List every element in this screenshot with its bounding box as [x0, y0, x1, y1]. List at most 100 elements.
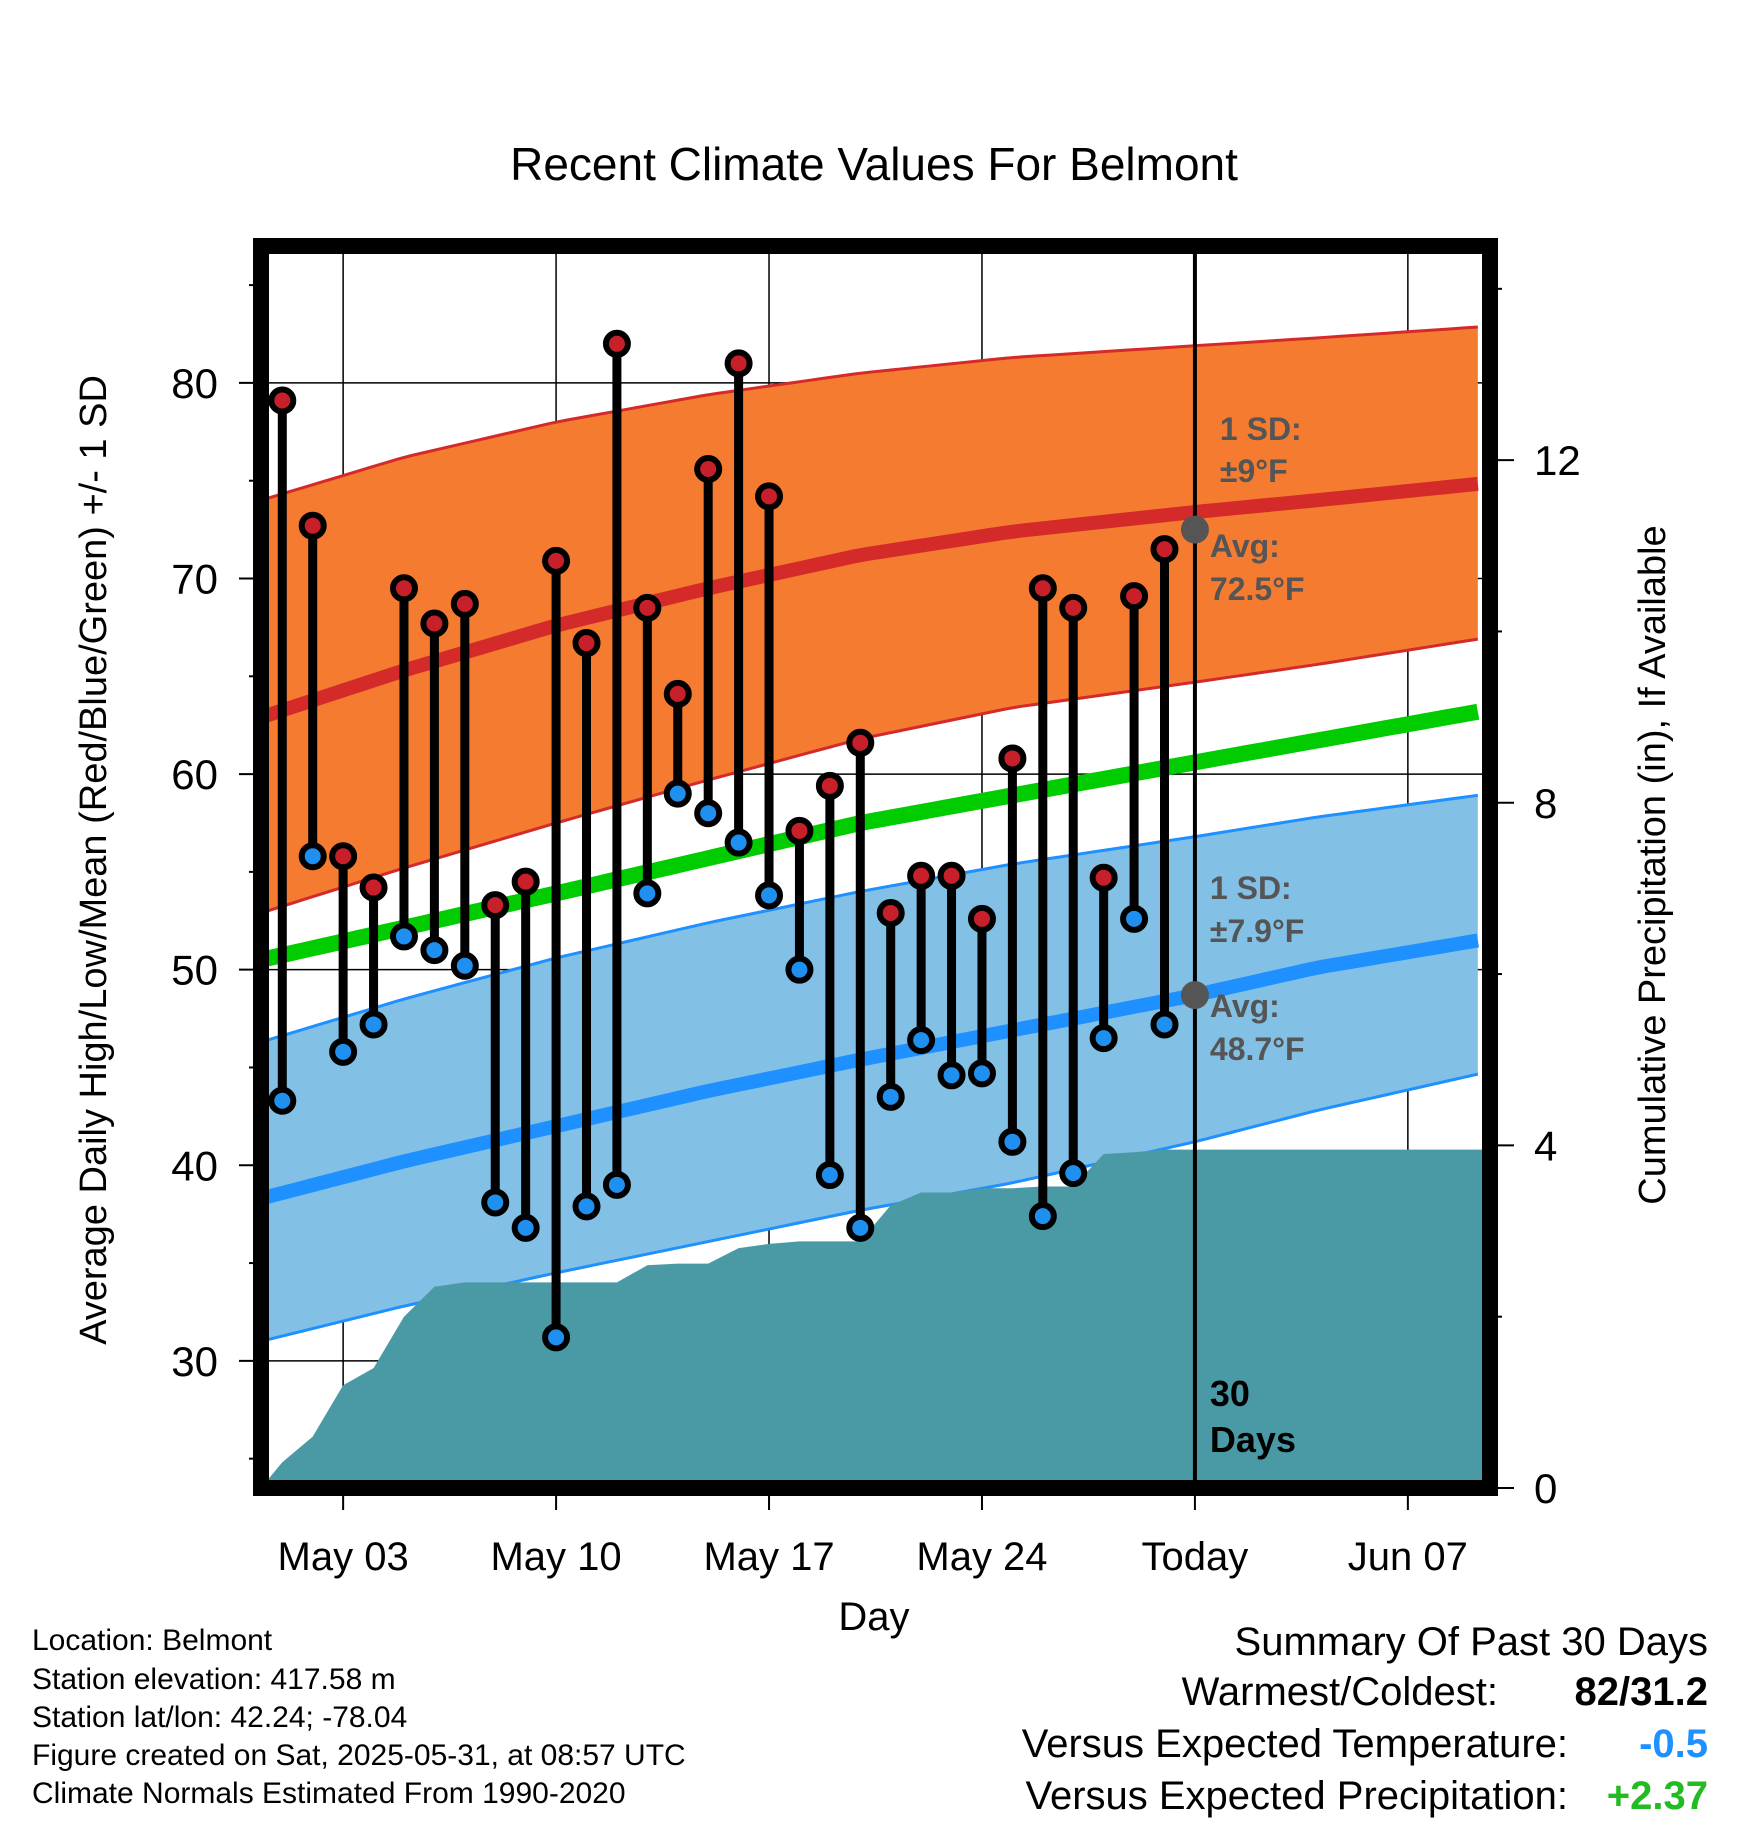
- daily-high-point: [602, 329, 631, 358]
- temp-label: Versus Expected Temperature:: [1021, 1722, 1568, 1766]
- daily-low-point: [876, 1082, 905, 1111]
- daily-low-point: [268, 1086, 297, 1115]
- today-avg-low-marker: [1180, 981, 1209, 1010]
- daily-low-point: [937, 1061, 966, 1090]
- x-tick-label: Today: [1142, 1535, 1249, 1579]
- daily-low-point: [1089, 1024, 1118, 1053]
- y-axis-label: Average Daily High/Low/Mean (Red/Blue/Gr…: [73, 375, 115, 1345]
- y2-axis-label: Cumulative Precipitation (in), If Availa…: [1632, 525, 1674, 1204]
- low-sd-label: 1 SD:: [1210, 870, 1292, 906]
- daily-low-point: [663, 779, 692, 808]
- daily-low-point: [1120, 904, 1149, 933]
- daily-high-point: [633, 593, 662, 622]
- avg-low-line: [261, 933, 1479, 1206]
- today-days-label: 30: [1210, 1373, 1250, 1414]
- daily-low-point: [967, 1059, 996, 1088]
- x-tick-label: May 10: [490, 1535, 621, 1579]
- daily-high-point: [663, 679, 692, 708]
- daily-high-point: [511, 867, 540, 896]
- daily-high-point: [785, 816, 814, 845]
- daily-low-point: [785, 955, 814, 984]
- high-sd-label: 1 SD:: [1220, 411, 1302, 447]
- daily-high-point: [907, 861, 936, 890]
- precip-area: [261, 1149, 1490, 1488]
- daily-high-point: [815, 771, 844, 800]
- warm-cold-value: 82/31.2: [1574, 1670, 1708, 1714]
- summary-title: Summary Of Past 30 Days: [1234, 1620, 1708, 1664]
- location-text: Location: Belmont: [32, 1624, 273, 1657]
- y2-tick-label: 8: [1534, 780, 1557, 827]
- latlon-text: Station lat/lon: 42.24; -78.04: [32, 1701, 408, 1734]
- daily-low-point: [602, 1170, 631, 1199]
- daily-low-point: [481, 1188, 510, 1217]
- daily-high-point: [1150, 535, 1179, 564]
- daily-low-point: [815, 1161, 844, 1190]
- daily-high-point: [298, 511, 327, 540]
- daily-high-point: [542, 546, 571, 575]
- y-tick-label: 80: [171, 360, 218, 407]
- daily-high-point: [998, 744, 1027, 773]
- daily-low-point: [1028, 1202, 1057, 1231]
- y-tick-label: 70: [171, 556, 218, 603]
- high-sd-band-edge: [261, 325, 1478, 502]
- precip-value: +2.37: [1606, 1774, 1708, 1818]
- daily-low-point: [633, 879, 662, 908]
- daily-high-point: [1089, 863, 1118, 892]
- today-days-label: Days: [1210, 1419, 1296, 1460]
- daily-high-point: [359, 873, 388, 902]
- daily-low-point: [359, 1010, 388, 1039]
- x-axis-label: Day: [838, 1595, 909, 1639]
- y-tick-label: 40: [171, 1142, 218, 1189]
- x-tick-label: May 03: [278, 1535, 409, 1579]
- daily-high-point: [481, 891, 510, 920]
- daily-low-point: [389, 922, 418, 951]
- daily-low-point: [998, 1127, 1027, 1156]
- daily-low-point: [542, 1323, 571, 1352]
- daily-high-point: [329, 842, 358, 871]
- daily-low-point: [298, 842, 327, 871]
- y2-tick-label: 12: [1534, 437, 1581, 484]
- high-avg-value: 72.5°F: [1210, 571, 1305, 607]
- y2-tick-label: 0: [1534, 1465, 1557, 1512]
- daily-low-point: [572, 1192, 601, 1221]
- y-tick-label: 60: [171, 751, 218, 798]
- daily-low-point: [1150, 1010, 1179, 1039]
- low-sd-band-edge: [261, 793, 1479, 1044]
- high-avg-label: Avg:: [1210, 528, 1280, 564]
- plot-area: 1 SD: ±9°F Avg: 72.5°F 1 SD: ±7.9°F Avg: 48.7°F…: [261, 246, 1490, 1488]
- daily-high-point: [967, 904, 996, 933]
- daily-low-point: [724, 828, 753, 857]
- low-sd-value: ±7.9°F: [1210, 913, 1304, 949]
- low-avg-value: 48.7°F: [1210, 1031, 1305, 1067]
- y2-tick-label: 4: [1534, 1122, 1557, 1169]
- daily-low-point: [329, 1037, 358, 1066]
- daily-high-point: [755, 482, 784, 511]
- daily-low-point: [420, 936, 449, 965]
- daily-high-point: [268, 386, 297, 415]
- daily-high-point: [572, 629, 601, 658]
- elevation-text: Station elevation: 417.58 m: [32, 1663, 396, 1696]
- high-sd-band: [261, 327, 1478, 913]
- daily-high-point: [389, 574, 418, 603]
- x-tick-label: Jun 07: [1348, 1535, 1468, 1579]
- normals-text: Climate Normals Estimated From 1990-2020: [32, 1777, 626, 1810]
- high-sd-value: ±9°F: [1220, 453, 1288, 489]
- chart-title: Recent Climate Values For Belmont: [510, 138, 1238, 190]
- today-avg-high-marker: [1180, 515, 1209, 544]
- daily-high-point: [724, 349, 753, 378]
- daily-low-point: [755, 881, 784, 910]
- temp-value: -0.5: [1639, 1722, 1708, 1766]
- daily-low-point: [907, 1026, 936, 1055]
- daily-high-point: [1028, 574, 1057, 603]
- x-tick-label: May 24: [916, 1535, 1047, 1579]
- daily-low-point: [1059, 1159, 1088, 1188]
- created-text: Figure created on Sat, 2025-05-31, at 08…: [32, 1739, 686, 1772]
- daily-high-point: [450, 589, 479, 618]
- low-sd-band: [261, 795, 1478, 1342]
- daily-high-point: [1059, 593, 1088, 622]
- daily-low-point: [450, 951, 479, 980]
- daily-low-point: [511, 1213, 540, 1242]
- y-tick-label: 50: [171, 947, 218, 994]
- daily-high-point: [420, 609, 449, 638]
